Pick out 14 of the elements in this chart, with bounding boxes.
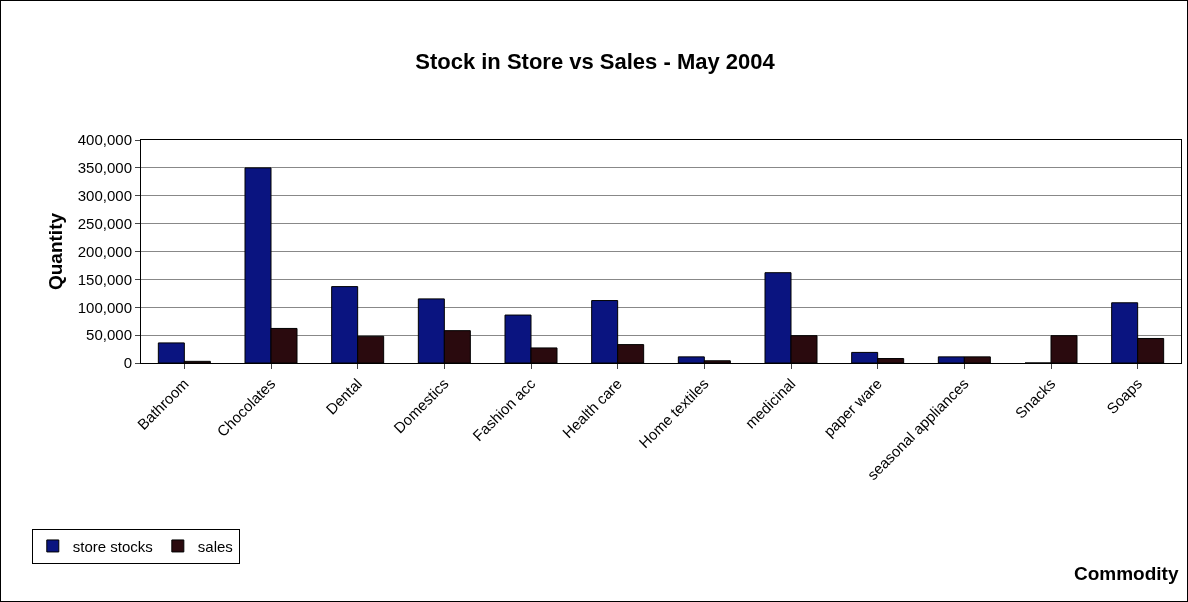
y-tick-label: 0	[123, 354, 132, 372]
x-axis-title: Commodity	[1074, 563, 1179, 584]
y-tick-label: 300,000	[77, 187, 132, 204]
y-tick-label: 150,000	[77, 270, 132, 288]
chart-title: Stock in Store vs Sales - May 2004	[415, 48, 776, 74]
legend-label: sales	[197, 537, 233, 555]
y-tick-label: 400,000	[77, 131, 132, 149]
y-axis-title: Quantity	[44, 212, 66, 291]
y-tick-label: 100,000	[77, 298, 132, 316]
y-tick-label: 50,000	[86, 326, 132, 344]
y-tick-label: 250,000	[77, 214, 132, 232]
y-tick-label: 350,000	[77, 159, 132, 177]
legend-label: store stocks	[72, 537, 153, 555]
y-tick-label: 200,000	[77, 242, 132, 260]
